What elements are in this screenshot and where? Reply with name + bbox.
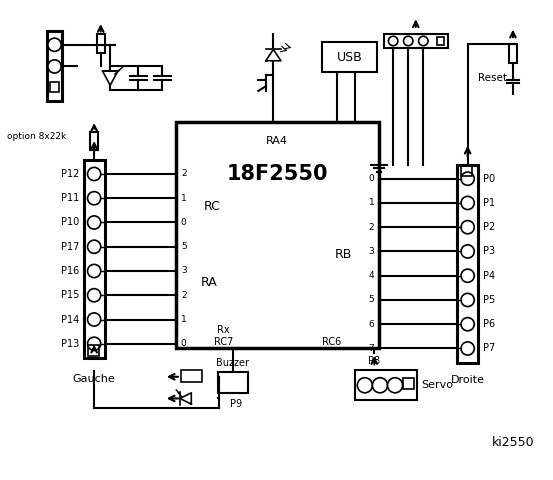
Circle shape bbox=[87, 192, 101, 205]
Text: 2: 2 bbox=[181, 169, 186, 179]
Text: P3: P3 bbox=[483, 246, 495, 256]
Circle shape bbox=[372, 378, 388, 393]
Text: 7: 7 bbox=[369, 344, 374, 353]
Text: RA4: RA4 bbox=[266, 136, 288, 146]
Circle shape bbox=[461, 196, 474, 210]
Circle shape bbox=[404, 36, 413, 46]
Text: 1: 1 bbox=[369, 198, 374, 207]
Text: P17: P17 bbox=[61, 242, 79, 252]
Bar bbox=[47, 31, 62, 101]
Text: 5: 5 bbox=[181, 242, 186, 251]
Bar bbox=[97, 35, 105, 53]
Text: P12: P12 bbox=[61, 169, 79, 179]
Bar bbox=[176, 122, 379, 348]
Text: P0: P0 bbox=[483, 174, 495, 184]
Text: Buzzer: Buzzer bbox=[216, 358, 249, 368]
Bar bbox=[403, 378, 414, 389]
Circle shape bbox=[87, 240, 101, 253]
Text: RC: RC bbox=[204, 201, 221, 214]
Text: 0: 0 bbox=[369, 174, 374, 183]
Text: P7: P7 bbox=[483, 344, 495, 353]
Text: Droite: Droite bbox=[451, 374, 484, 384]
Text: P2: P2 bbox=[483, 222, 495, 232]
Circle shape bbox=[48, 38, 61, 51]
Bar bbox=[356, 370, 417, 400]
Text: P11: P11 bbox=[61, 193, 79, 203]
Text: option 8x22k: option 8x22k bbox=[7, 132, 66, 141]
Text: Reset: Reset bbox=[478, 73, 507, 83]
Text: Gauche: Gauche bbox=[73, 373, 116, 384]
Circle shape bbox=[461, 293, 474, 307]
Text: 0: 0 bbox=[181, 339, 186, 348]
Bar bbox=[84, 160, 105, 358]
Bar bbox=[50, 83, 59, 92]
Circle shape bbox=[419, 36, 428, 46]
Text: P14: P14 bbox=[61, 314, 79, 324]
Text: 6: 6 bbox=[369, 320, 374, 329]
Circle shape bbox=[87, 313, 101, 326]
Circle shape bbox=[388, 36, 398, 46]
Text: P10: P10 bbox=[61, 217, 79, 228]
Text: 1: 1 bbox=[181, 315, 186, 324]
Bar bbox=[181, 370, 202, 383]
Text: ki2550: ki2550 bbox=[492, 436, 535, 449]
Text: 2: 2 bbox=[181, 291, 186, 300]
Text: P16: P16 bbox=[61, 266, 79, 276]
Bar bbox=[90, 132, 98, 150]
Text: P9: P9 bbox=[229, 399, 242, 409]
Circle shape bbox=[461, 318, 474, 331]
Circle shape bbox=[461, 342, 474, 355]
Text: 0: 0 bbox=[181, 218, 186, 227]
Text: P15: P15 bbox=[61, 290, 79, 300]
Text: RA: RA bbox=[201, 276, 217, 289]
Circle shape bbox=[357, 378, 372, 393]
Text: RC7: RC7 bbox=[213, 337, 233, 347]
Text: 3: 3 bbox=[181, 266, 186, 276]
Circle shape bbox=[87, 288, 101, 302]
Text: P6: P6 bbox=[483, 319, 495, 329]
Text: P5: P5 bbox=[483, 295, 495, 305]
Text: USB: USB bbox=[337, 50, 363, 63]
Bar bbox=[461, 165, 472, 176]
Text: Servo: Servo bbox=[421, 380, 453, 390]
Text: P13: P13 bbox=[61, 339, 79, 349]
Circle shape bbox=[388, 378, 403, 393]
Text: 1: 1 bbox=[181, 194, 186, 203]
Circle shape bbox=[461, 245, 474, 258]
Text: RC6: RC6 bbox=[322, 337, 341, 347]
Circle shape bbox=[461, 172, 474, 185]
Text: P4: P4 bbox=[483, 271, 495, 281]
Bar bbox=[509, 44, 517, 63]
Circle shape bbox=[48, 60, 61, 73]
Text: 3: 3 bbox=[369, 247, 374, 256]
Circle shape bbox=[461, 221, 474, 234]
Bar bbox=[218, 372, 248, 393]
Bar bbox=[322, 42, 377, 72]
Circle shape bbox=[87, 168, 101, 180]
Bar bbox=[87, 345, 99, 356]
Circle shape bbox=[87, 264, 101, 277]
Text: 4: 4 bbox=[369, 271, 374, 280]
Circle shape bbox=[87, 216, 101, 229]
Text: 2: 2 bbox=[369, 223, 374, 232]
Text: 5: 5 bbox=[369, 296, 374, 304]
Bar bbox=[436, 37, 444, 45]
Circle shape bbox=[87, 337, 101, 350]
Bar bbox=[384, 35, 448, 48]
Text: P8: P8 bbox=[368, 356, 380, 366]
Text: RB: RB bbox=[335, 248, 352, 261]
Text: 18F2550: 18F2550 bbox=[226, 164, 328, 184]
Bar bbox=[457, 165, 478, 362]
Text: P1: P1 bbox=[483, 198, 495, 208]
Text: Rx: Rx bbox=[217, 324, 229, 335]
Circle shape bbox=[461, 269, 474, 282]
